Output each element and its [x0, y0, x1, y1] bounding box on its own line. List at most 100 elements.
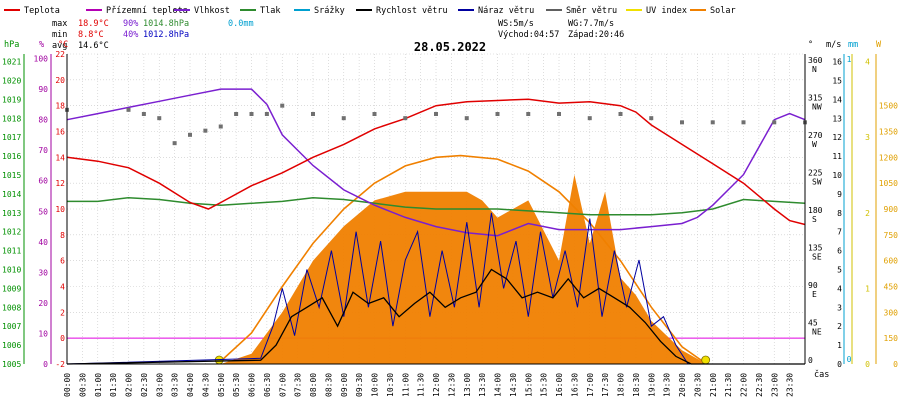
stats-avg-label: avg	[52, 41, 67, 51]
stats-min-temp: 8.8°C	[78, 30, 104, 40]
x-tick-label: 15:30	[540, 373, 549, 397]
x-tick-label: 02:30	[140, 373, 149, 397]
stats-max-hum: 90%	[123, 19, 138, 29]
wind-direction-point	[141, 112, 146, 116]
w-tick-label: 1050	[879, 179, 898, 188]
hpa-tick-label: 1013	[2, 209, 21, 218]
unit-ms: m/s	[826, 40, 841, 50]
wind-direction-point	[203, 128, 208, 133]
w-tick-label: 1350	[879, 128, 898, 137]
legend-label: Solar	[710, 6, 736, 16]
x-tick-label: 13:30	[478, 373, 487, 397]
x-tick-label: 11:30	[417, 373, 426, 397]
hpa-tick-label: 1016	[2, 152, 21, 161]
wind-direction-point	[264, 112, 269, 116]
legend-label: Srážky	[314, 6, 345, 16]
x-tick-label: 11:00	[401, 373, 410, 397]
stats-min-label: min	[52, 30, 67, 40]
uv-tick-label: 0	[865, 360, 870, 369]
x-tick-label: 07:30	[294, 373, 303, 397]
stats-min-hum: 40%	[123, 30, 138, 40]
chart-title: 28.05.2022	[414, 40, 486, 54]
x-tick-label: 23:30	[786, 373, 795, 397]
degc-tick-label: 0	[60, 334, 65, 343]
hpa-tick-label: 1019	[2, 95, 21, 104]
x-tick-label: 01:00	[94, 373, 103, 397]
x-tick-label: 19:00	[647, 373, 656, 397]
w-tick-label: 0	[893, 360, 898, 369]
hpa-tick-label: 1006	[2, 341, 21, 350]
direction-tick-label: 90	[808, 281, 818, 290]
x-axis-title: čas	[814, 369, 829, 380]
stats-max-label: max	[52, 19, 67, 29]
x-tick-label: 16:30	[570, 373, 579, 397]
hpa-tick-label: 1017	[2, 133, 21, 142]
w-tick-label: 900	[884, 205, 899, 214]
wind-direction-point	[280, 103, 285, 108]
x-tick-label: 03:30	[171, 373, 180, 397]
legend-label: UV index	[646, 6, 687, 16]
wind-direction-point	[680, 120, 684, 125]
degc-tick-label: 20	[55, 76, 65, 85]
pressure-line	[67, 196, 806, 216]
wind-direction-point	[372, 112, 377, 116]
mm-tick-label: 0	[847, 355, 852, 364]
hpa-tick-label: 1010	[2, 265, 21, 274]
direction-tick-label: SE	[812, 253, 822, 262]
ms-tick-label: 2	[837, 322, 842, 331]
legend-label: Náraz větru	[478, 6, 534, 16]
mm-tick-label: 1	[847, 55, 852, 64]
hpa-tick-label: 1015	[2, 171, 21, 180]
solar-series	[214, 154, 711, 365]
direction-tick-label: 270	[808, 131, 823, 140]
x-tick-label: 15:00	[524, 373, 533, 397]
stats-ws: WS:5m/s	[498, 19, 534, 29]
ms-tick-label: 16	[832, 58, 842, 67]
stats-wg: WG:7.7m/s	[568, 19, 614, 29]
wind-direction-point	[495, 112, 500, 116]
wind-direction-point	[234, 112, 239, 116]
hpa-tick-label: 1011	[2, 247, 21, 256]
hpa-tick-label: 1007	[2, 322, 21, 331]
x-tick-label: 05:00	[217, 373, 226, 397]
degc-tick-label: 14	[55, 153, 65, 162]
x-tick-label: 14:00	[494, 373, 503, 397]
hpa-tick-label: 1012	[2, 228, 21, 237]
wind-direction-point	[557, 112, 561, 116]
w-tick-label: 600	[884, 257, 899, 266]
ms-tick-label: 0	[837, 360, 842, 369]
degc-tick-label: 16	[55, 128, 65, 137]
degc-tick-label: 6	[60, 257, 65, 266]
degc-tick-label: 10	[55, 205, 65, 214]
x-tick-label: 23:00	[770, 373, 779, 397]
ms-tick-label: 8	[837, 209, 842, 218]
x-tick-label: 10:30	[386, 373, 395, 397]
wind-direction-point	[434, 112, 438, 116]
x-tick-label: 18:00	[617, 373, 626, 397]
wind-direction-point	[188, 132, 192, 137]
x-tick-label: 10:00	[371, 373, 380, 397]
stats-sunset: Západ:20:46	[568, 30, 624, 40]
x-tick-label: 19:30	[663, 373, 672, 397]
x-tick-label: 14:30	[509, 373, 518, 397]
wind-direction-point	[464, 116, 469, 121]
x-tick-label: 18:30	[632, 373, 641, 397]
x-tick-label: 03:00	[155, 373, 164, 397]
pct-tick-label: 90	[38, 85, 48, 94]
wind-direction-point	[403, 116, 408, 121]
line-series	[65, 88, 807, 365]
x-tick-label: 05:30	[232, 373, 241, 397]
wind-direction-point	[587, 116, 592, 121]
x-tick-label: 20:00	[678, 373, 687, 397]
legend-label: Vlhkost	[194, 6, 230, 16]
stats-max-temp: 18.9°C	[78, 19, 109, 29]
ms-tick-label: 3	[837, 303, 842, 312]
wind-direction-point	[311, 112, 315, 116]
x-tick-label: 02:00	[125, 373, 134, 397]
direction-tick-label: N	[812, 65, 817, 74]
ms-tick-label: 4	[837, 284, 842, 293]
x-tick-label: 08:00	[309, 373, 318, 397]
x-tick-label: 16:00	[555, 373, 564, 397]
x-tick-label: 22:30	[755, 373, 764, 397]
stats-avg-temp: 14.6°C	[78, 41, 109, 51]
